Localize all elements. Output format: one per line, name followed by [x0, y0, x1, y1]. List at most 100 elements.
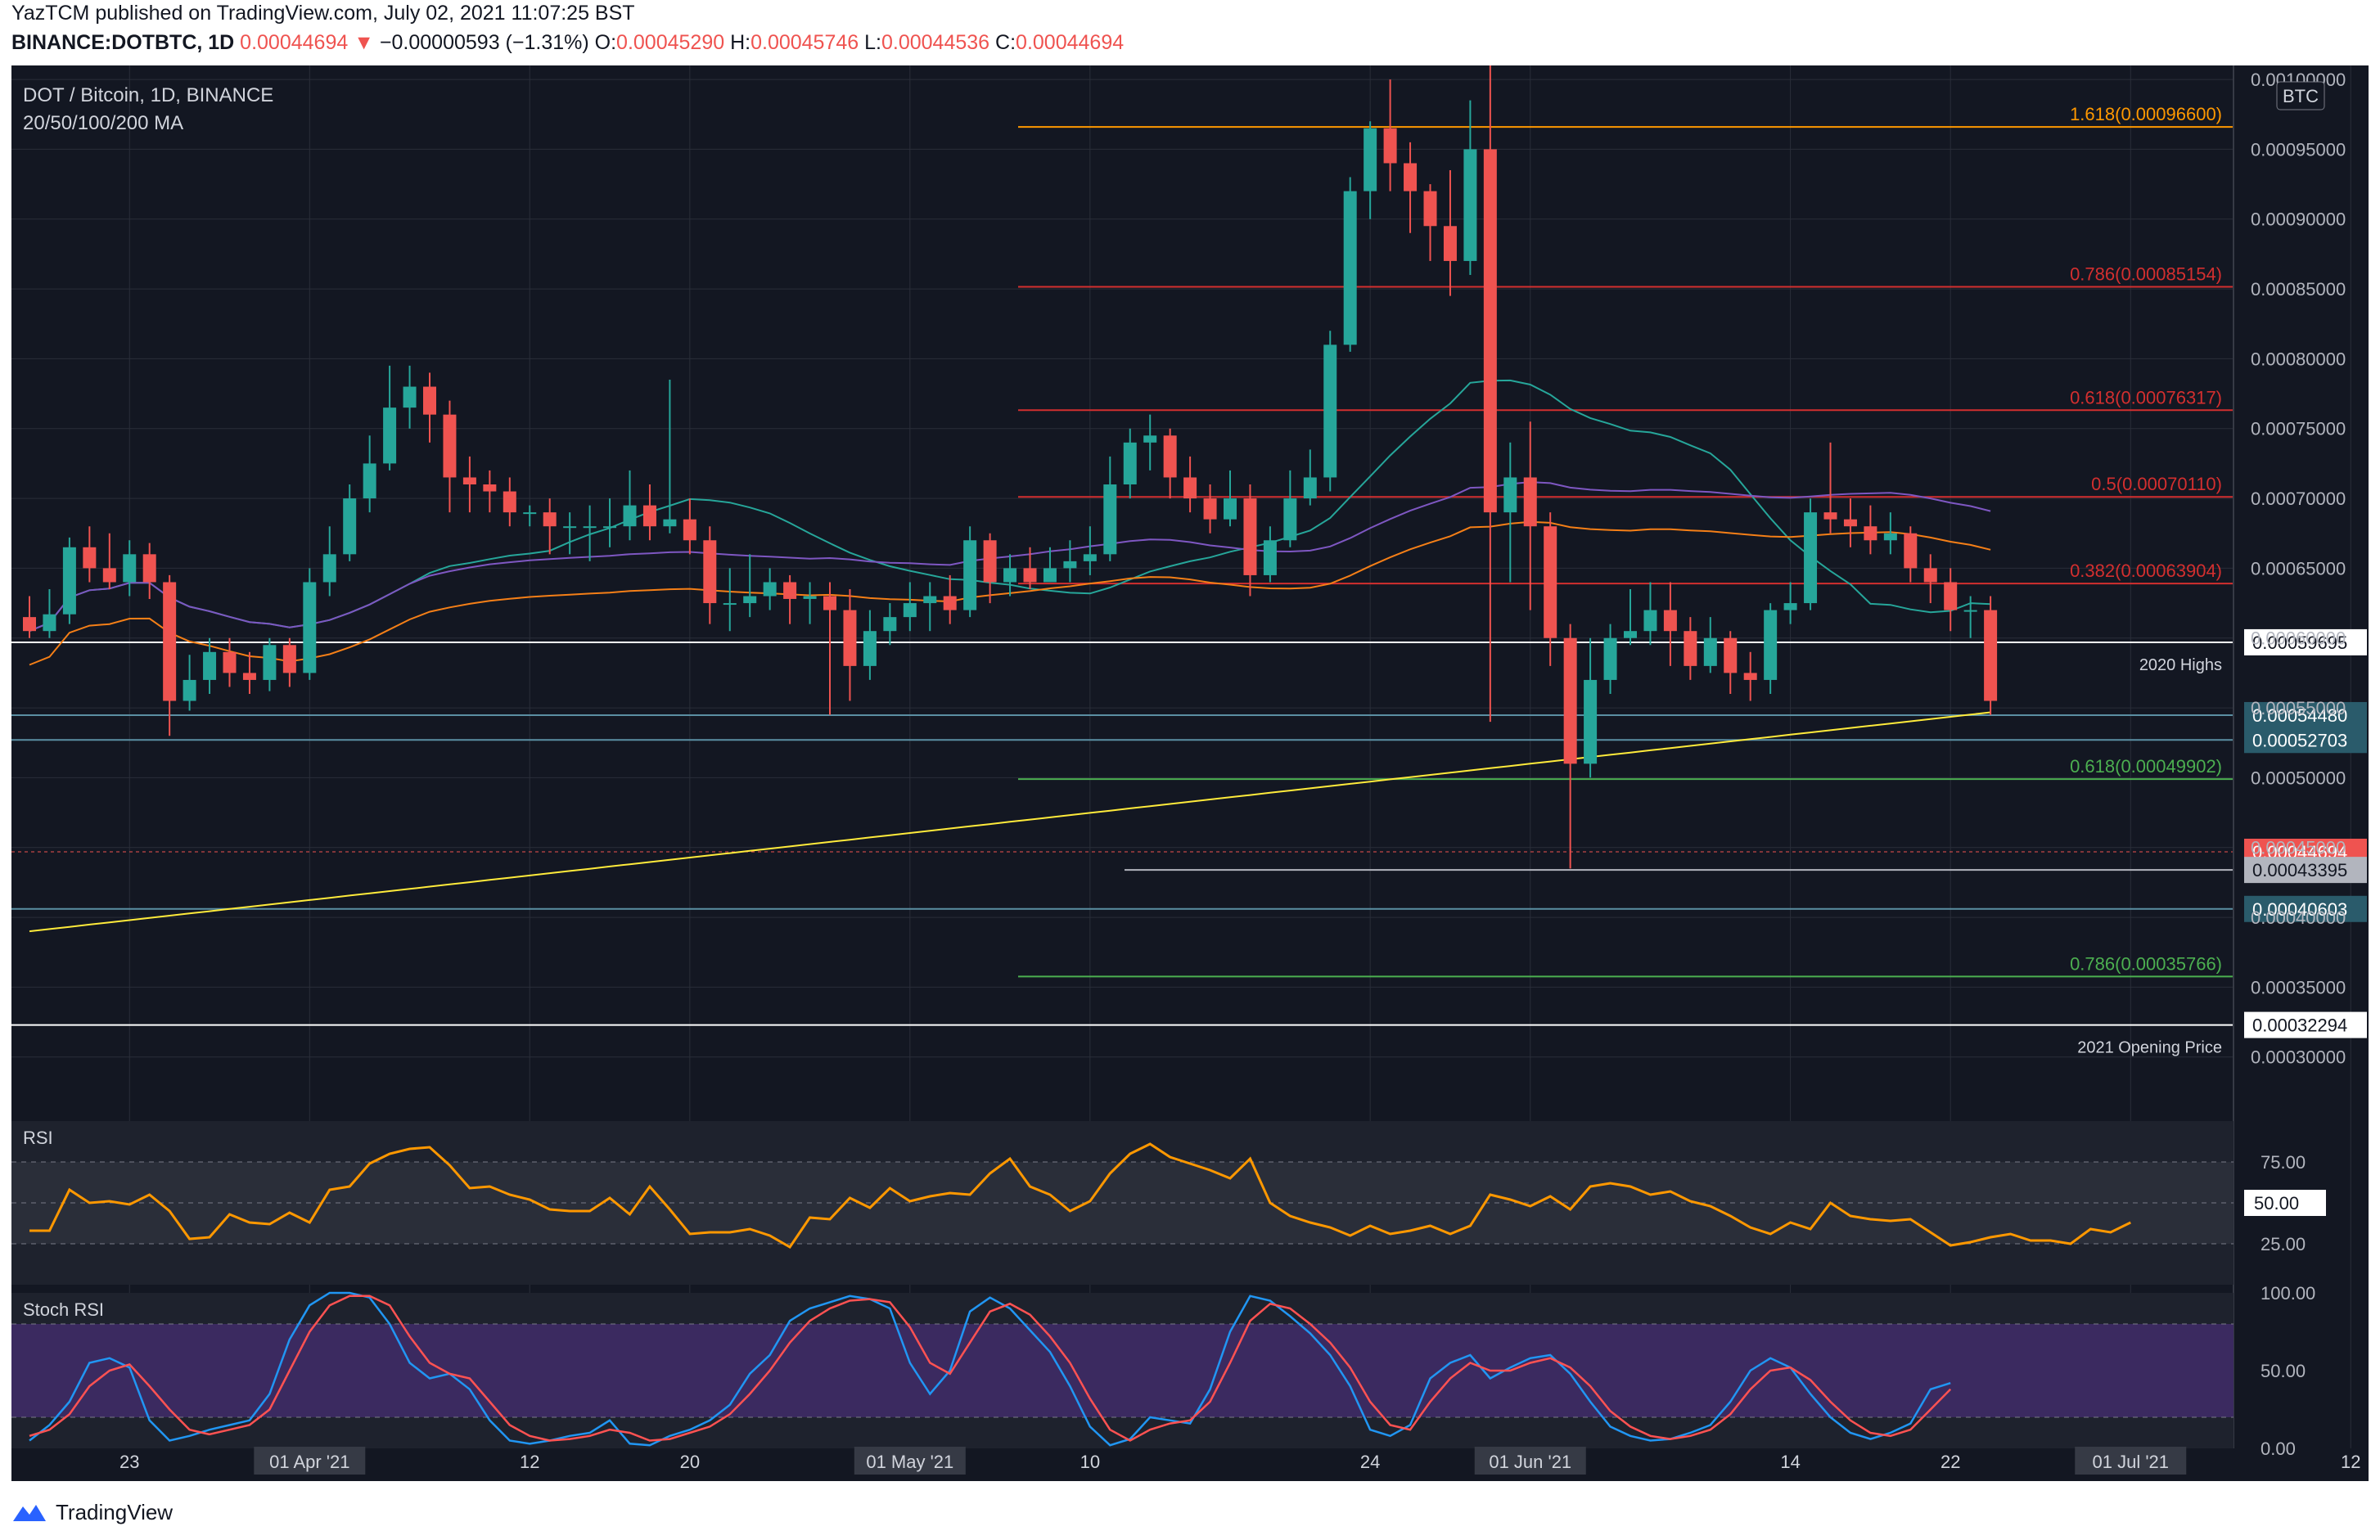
candle-body — [183, 679, 196, 701]
price-box-label: 0.00052703 — [2252, 730, 2347, 750]
price-box-label: 0.00054480 — [2252, 705, 2347, 726]
chart-svg[interactable]: 1.618(0.00096600) 0.786(0.00085154) 0.618(… — [11, 58, 2369, 1481]
candle-body — [1303, 477, 1317, 499]
candle-body — [823, 596, 836, 610]
price-box[interactable] — [2244, 1011, 2367, 1038]
candle-body — [363, 463, 376, 499]
rsi-line — [29, 1142, 2131, 1249]
candle-body — [743, 596, 757, 604]
candle-body — [1103, 484, 1117, 555]
candle-body — [1783, 603, 1797, 610]
moving-average-line — [29, 711, 1991, 933]
candle-body — [203, 651, 217, 680]
candle-body — [1624, 631, 1637, 638]
fib-level-label: 1.618(0.00096600) — [2070, 104, 2222, 124]
ohlc-open-label: O: — [594, 31, 617, 54]
fib-level-label: 0.5(0.00070110) — [2091, 474, 2222, 494]
candle-body — [1203, 498, 1217, 520]
price-change: −0.00000593 (−1.31%) — [379, 31, 589, 54]
candle-body — [1663, 610, 1677, 632]
x-axis-tick-label: 22 — [1941, 1452, 1960, 1472]
stoch-band — [11, 1324, 2234, 1417]
candle-body — [1463, 149, 1477, 261]
x-axis-tick-label: 12 — [520, 1452, 539, 1472]
candle-body — [623, 505, 637, 527]
ohlc-low-label: L: — [864, 31, 881, 54]
candle-body — [963, 540, 977, 610]
fib-level-label: 0.786(0.00085154) — [2070, 263, 2222, 284]
x-axis-tick-label: 20 — [680, 1452, 700, 1472]
candle-body — [1243, 498, 1257, 575]
candle-body — [1743, 673, 1757, 680]
candle-body — [1843, 519, 1857, 527]
price-box-label: 0.00040603 — [2252, 899, 2347, 920]
fib-level-label: 0.618(0.00049902) — [2070, 756, 2222, 777]
candle-body — [43, 614, 56, 632]
rsi-current-label: 50.00 — [2254, 1193, 2299, 1214]
candle-body — [563, 526, 577, 529]
stoch-tick-label: 100.00 — [2261, 1283, 2315, 1304]
candle-body — [1584, 679, 1598, 764]
stoch-k-line — [29, 1291, 1951, 1447]
currency-badge[interactable] — [2276, 81, 2325, 110]
candle-body — [1923, 568, 1937, 583]
price-box[interactable] — [2244, 895, 2367, 922]
candle-body — [1263, 540, 1277, 575]
chart-area[interactable]: 1.618(0.00096600) 0.786(0.00085154) 0.618(… — [11, 58, 2369, 1481]
candle-body — [142, 554, 156, 583]
candle-body — [543, 512, 557, 527]
candle-body — [423, 386, 436, 415]
symbol: BINANCE:DOTBTC, 1D — [11, 31, 235, 54]
candle-body — [1423, 191, 1437, 227]
candle-body — [883, 617, 897, 632]
price-box[interactable] — [2244, 628, 2367, 655]
candle-body — [863, 631, 877, 666]
stoch-title: Stoch RSI — [23, 1299, 104, 1320]
candle-body — [23, 617, 36, 632]
price-box[interactable] — [2244, 857, 2367, 884]
tradingview-brand: TradingView — [56, 1499, 174, 1524]
price-level-note: 2021 Opening Price — [2077, 1039, 2222, 1057]
y-axis-tick-label: 0.00045000 — [2251, 838, 2346, 858]
candle-body — [1404, 163, 1418, 191]
x-axis-date-box — [2075, 1447, 2187, 1475]
candle-body — [1503, 477, 1517, 513]
candle-body — [443, 414, 457, 478]
y-axis-tick-label: 0.00040000 — [2251, 907, 2346, 928]
candle-body — [783, 582, 797, 599]
candle-body — [403, 386, 417, 408]
candle-body — [723, 603, 737, 606]
candle-body — [1343, 191, 1357, 345]
x-axis-tick-label: 10 — [1080, 1452, 1100, 1472]
candle-body — [663, 519, 677, 527]
symbol-quote-line: BINANCE:DOTBTC, 1D 0.00044694 ▼ −0.00000… — [11, 31, 1124, 55]
candle-body — [483, 484, 497, 492]
candle-body — [843, 610, 857, 666]
candle-body — [223, 651, 237, 673]
x-axis-tick-label: 01 Jul '21 — [2093, 1452, 2170, 1472]
candle-body — [343, 498, 357, 555]
ohlc-high-label: H: — [730, 31, 751, 54]
chart-legend-title: DOT / Bitcoin, 1D, BINANCE — [23, 84, 273, 106]
price-box-label: 0.00043395 — [2252, 860, 2347, 880]
candle-body — [1523, 477, 1537, 527]
candle-body — [163, 582, 177, 701]
x-axis-tick-label: 23 — [119, 1452, 139, 1472]
x-axis-tick-label: 14 — [1780, 1452, 1800, 1472]
candle-body — [282, 645, 296, 673]
candle-body — [1643, 610, 1657, 632]
fib-level-label: 0.618(0.00076317) — [2070, 387, 2222, 408]
candle-body — [1483, 149, 1497, 513]
stoch-d-line — [29, 1295, 1952, 1442]
price-box-label: 0.00032294 — [2252, 1015, 2347, 1036]
price-box[interactable] — [2244, 727, 2367, 754]
y-axis-tick-label: 0.00095000 — [2251, 139, 2346, 160]
candle-body — [642, 505, 656, 527]
stoch-tick-label: 50.00 — [2261, 1361, 2306, 1381]
x-axis-tick-label: 01 May '21 — [866, 1452, 953, 1472]
ohlc-close-label: C: — [995, 31, 1016, 54]
candle-body — [1063, 561, 1077, 569]
candle-body — [943, 596, 957, 610]
price-box[interactable] — [2244, 701, 2367, 728]
candle-body — [1804, 512, 1818, 604]
